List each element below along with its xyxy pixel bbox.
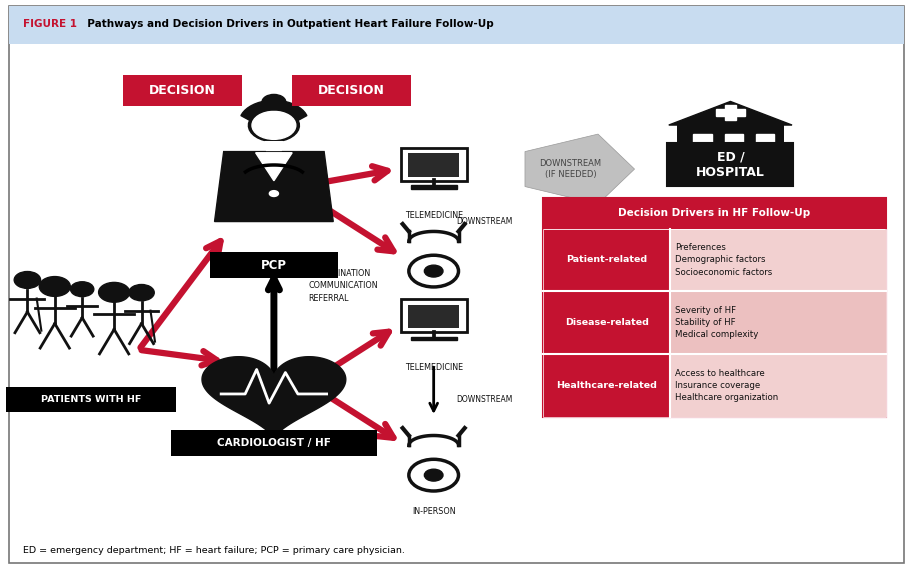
- Text: DECISION: DECISION: [318, 84, 385, 97]
- Polygon shape: [202, 357, 346, 440]
- Polygon shape: [668, 101, 792, 125]
- FancyBboxPatch shape: [401, 148, 467, 181]
- Text: Severity of HF
Stability of HF
Medical complexity: Severity of HF Stability of HF Medical c…: [675, 306, 759, 339]
- Text: ED /
HOSPITAL: ED / HOSPITAL: [696, 150, 765, 179]
- Text: IN-PERSON: IN-PERSON: [412, 303, 456, 312]
- FancyBboxPatch shape: [408, 153, 459, 177]
- Polygon shape: [265, 142, 283, 150]
- FancyBboxPatch shape: [543, 198, 886, 229]
- Circle shape: [425, 265, 443, 277]
- Circle shape: [70, 282, 94, 297]
- Circle shape: [269, 191, 278, 196]
- Text: Decision Drivers in HF Follow-Up: Decision Drivers in HF Follow-Up: [618, 208, 811, 219]
- Text: DOWNSTREAM: DOWNSTREAM: [456, 395, 513, 404]
- Bar: [411, 185, 456, 189]
- Circle shape: [15, 272, 40, 289]
- FancyBboxPatch shape: [171, 430, 377, 456]
- FancyBboxPatch shape: [543, 292, 670, 354]
- FancyBboxPatch shape: [122, 75, 243, 106]
- Text: COORDINATION
COMMUNICATION
REFERRAL: COORDINATION COMMUNICATION REFERRAL: [309, 269, 378, 303]
- Bar: [716, 110, 745, 116]
- Bar: [725, 105, 736, 120]
- Text: PCP: PCP: [261, 259, 287, 272]
- Bar: [694, 157, 711, 173]
- Text: IN-PERSON: IN-PERSON: [412, 507, 456, 516]
- Bar: [725, 134, 743, 149]
- FancyBboxPatch shape: [6, 387, 176, 412]
- Circle shape: [99, 282, 130, 302]
- FancyBboxPatch shape: [670, 354, 886, 417]
- FancyBboxPatch shape: [543, 229, 670, 292]
- Text: Patient-related: Patient-related: [566, 255, 647, 265]
- Text: DECISION: DECISION: [149, 84, 216, 97]
- Polygon shape: [215, 152, 333, 222]
- FancyBboxPatch shape: [543, 198, 886, 417]
- Bar: [756, 157, 774, 173]
- FancyBboxPatch shape: [9, 6, 904, 44]
- Text: DOWNSTREAM
(IF NEEDED): DOWNSTREAM (IF NEEDED): [540, 159, 602, 179]
- Polygon shape: [256, 153, 292, 181]
- Bar: [677, 125, 783, 177]
- Text: Pathways and Decision Drivers in Outpatient Heart Failure Follow-Up: Pathways and Decision Drivers in Outpati…: [80, 19, 494, 30]
- Polygon shape: [525, 134, 635, 204]
- Bar: [694, 134, 711, 149]
- Text: ED = emergency department; HF = heart failure; PCP = primary care physician.: ED = emergency department; HF = heart fa…: [23, 546, 404, 556]
- Circle shape: [409, 459, 458, 491]
- Text: FIGURE 1: FIGURE 1: [23, 19, 77, 30]
- Circle shape: [425, 469, 443, 481]
- Circle shape: [39, 276, 70, 296]
- Text: Access to healthcare
Insurance coverage
Healthcare organization: Access to healthcare Insurance coverage …: [675, 369, 778, 402]
- Bar: [411, 337, 456, 340]
- FancyBboxPatch shape: [670, 229, 886, 292]
- FancyBboxPatch shape: [209, 252, 338, 278]
- FancyBboxPatch shape: [291, 75, 411, 106]
- FancyBboxPatch shape: [543, 354, 670, 417]
- FancyBboxPatch shape: [9, 6, 904, 563]
- Polygon shape: [241, 100, 307, 142]
- FancyBboxPatch shape: [670, 292, 886, 354]
- Circle shape: [252, 111, 296, 139]
- Text: Healthcare-related: Healthcare-related: [556, 381, 657, 390]
- Text: TELEMEDICINE: TELEMEDICINE: [404, 363, 463, 371]
- Bar: [725, 157, 743, 173]
- Bar: [756, 134, 774, 149]
- Text: TELEMEDICINE: TELEMEDICINE: [404, 211, 463, 220]
- Text: DOWNSTREAM: DOWNSTREAM: [456, 217, 513, 226]
- Text: Disease-related: Disease-related: [564, 318, 648, 327]
- FancyBboxPatch shape: [667, 143, 793, 186]
- Text: PATIENTS WITH HF: PATIENTS WITH HF: [41, 395, 142, 404]
- Circle shape: [262, 94, 286, 110]
- Text: CARDIOLOGIST / HF: CARDIOLOGIST / HF: [217, 438, 331, 448]
- Circle shape: [129, 285, 154, 301]
- FancyBboxPatch shape: [408, 305, 459, 328]
- Circle shape: [265, 188, 283, 199]
- Text: Preferences
Demographic factors
Socioeconomic factors: Preferences Demographic factors Socioeco…: [675, 243, 772, 276]
- FancyBboxPatch shape: [401, 300, 467, 332]
- Circle shape: [409, 255, 458, 287]
